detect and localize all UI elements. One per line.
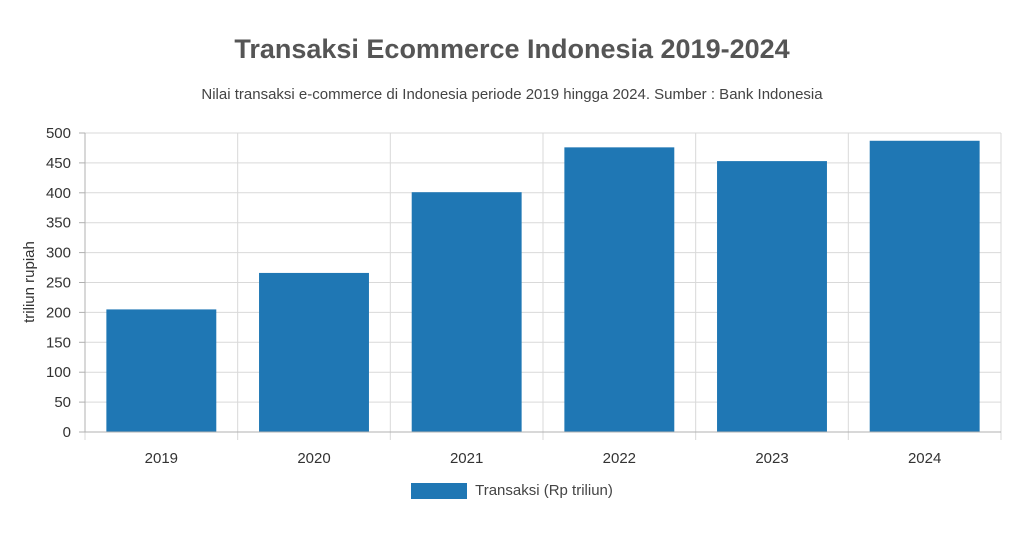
y-tick-label: 300 [46,245,71,262]
x-tick-labels: 2019 2020 2021 2022 2023 2024 [145,450,942,467]
bar-2024 [869,140,980,433]
y-tick-label: 150 [46,334,71,351]
x-tick-label: 2021 [450,450,483,467]
grid-lines [84,132,1002,440]
legend: Transaksi (Rp triliun) [0,482,1024,499]
chart-subtitle: Nilai transaksi e-commerce di Indonesia … [201,86,823,103]
bar-2022 [564,147,675,433]
legend-label: Transaksi (Rp triliun) [475,482,613,499]
chart-title: Transaksi Ecommerce Indonesia 2019-2024 [234,34,790,64]
y-tick-labels: 0 50 100 150 200 250 300 350 400 450 500 [46,125,71,441]
y-axis-label: triliun rupiah [21,241,38,323]
bar-2023 [717,161,827,432]
y-tick-label: 0 [63,424,71,441]
x-tick-label: 2020 [297,450,330,467]
x-tick-label: 2022 [603,450,636,467]
y-tick-label: 100 [46,364,71,381]
legend-swatch [411,482,468,499]
y-tick-label: 350 [46,215,71,232]
bar-2020 [259,272,369,432]
x-tick-label: 2024 [908,450,941,467]
x-tick-label: 2019 [145,450,178,467]
bar-2021 [411,192,522,432]
y-tick-label: 400 [46,185,71,202]
y-tick-label: 200 [46,304,71,321]
y-tick-label: 50 [54,394,71,411]
bar-2019 [106,309,217,432]
y-tick-label: 250 [46,275,71,292]
y-tick-label: 500 [46,125,71,142]
y-tick-label: 450 [46,155,71,172]
bars [106,140,980,433]
x-tick-label: 2023 [755,450,788,467]
axes [79,132,1001,433]
